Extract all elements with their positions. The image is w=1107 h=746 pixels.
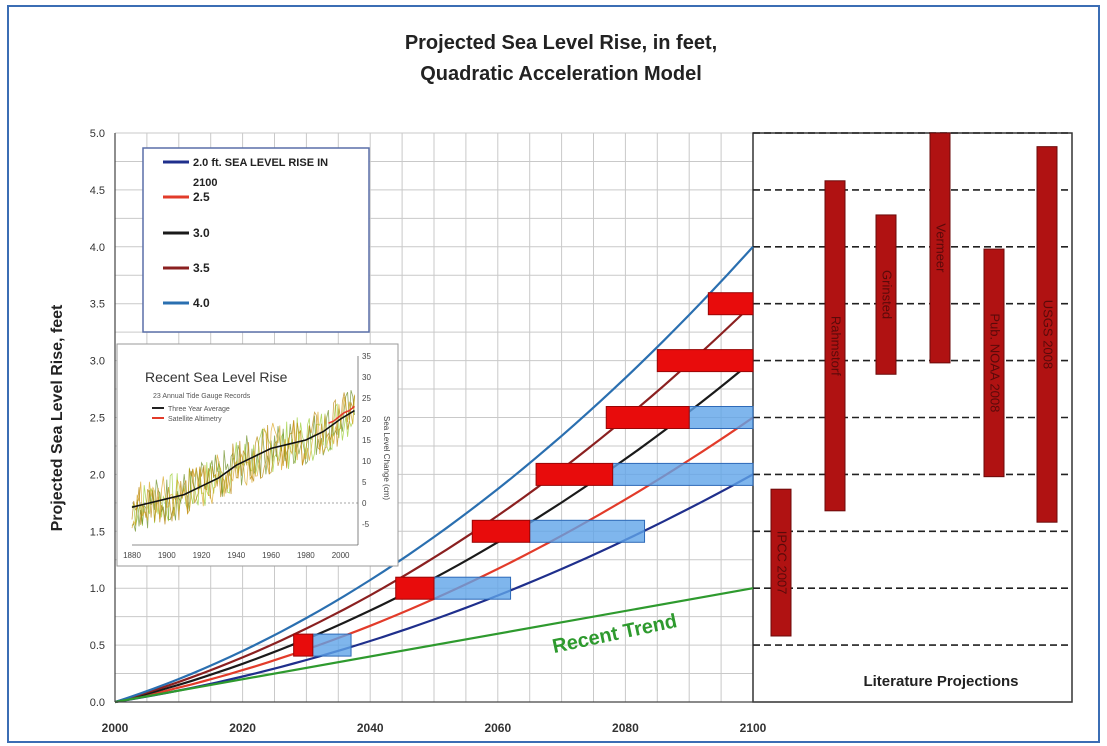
literature-bar-label: Grinsted <box>880 270 895 319</box>
red-range-bar <box>707 292 754 316</box>
legend-label: 4.0 <box>193 296 210 310</box>
inset-y-tick-label: 30 <box>362 373 371 382</box>
legend-label: 3.0 <box>193 226 210 240</box>
inset-y-tick-label: 25 <box>362 394 371 403</box>
series-layer <box>114 246 754 704</box>
literature-bar-label: USGS 2008 <box>1041 300 1056 369</box>
literature-bar <box>824 180 846 512</box>
inset-three-year-average-line <box>131 409 355 508</box>
y-tick-label: 4.5 <box>90 185 105 197</box>
y-tick-label: 1.0 <box>90 583 105 595</box>
red-range-bar <box>395 576 435 600</box>
blue-range-bar <box>433 576 512 600</box>
literature-bar <box>983 248 1005 478</box>
inset-x-tick-label: 1940 <box>227 551 245 560</box>
y-tick-label: 5.0 <box>90 128 105 140</box>
inset-tide-gauge-record <box>131 392 355 525</box>
x-tick-label: 2020 <box>229 721 256 735</box>
series-line <box>114 246 754 704</box>
blue-range-bar <box>688 406 754 429</box>
inset-y-tick-label: 10 <box>362 457 371 466</box>
y-tick-label: 0.0 <box>90 697 105 709</box>
x-tick-label: 2060 <box>484 721 511 735</box>
inset-x-tick-label: 1980 <box>297 551 315 560</box>
literature-projections-label: Literature Projections <box>863 673 1018 690</box>
inset-y-tick-label: 0 <box>362 499 367 508</box>
x-tick-label: 2040 <box>357 721 384 735</box>
x-tick-label: 2000 <box>102 721 129 735</box>
legend-label: 2.5 <box>193 190 210 204</box>
series-line <box>114 473 754 704</box>
bars-layer <box>293 292 754 657</box>
inset-legend-satellite: Satellite Altimetry <box>168 416 222 423</box>
inset-chart: Recent Sea Level Rise 23 Annual Tide Gau… <box>116 343 399 567</box>
y-tick-label: 0.5 <box>90 640 105 652</box>
red-range-bar <box>535 462 614 486</box>
x-tick-label: 2100 <box>740 721 767 735</box>
red-range-bar <box>605 406 690 429</box>
legend-label: 3.5 <box>193 261 210 275</box>
literature-bar-label: IPCC 2007 <box>775 531 790 595</box>
inset-y-axis-label: Sea Level Change (cm) <box>382 416 391 500</box>
legend-label-continued: 2100 <box>193 177 217 189</box>
literature-bar-label: Rahmstorf <box>829 316 844 376</box>
inset-x-tick-label: 1880 <box>123 551 141 560</box>
inset-x-tick-label: 1960 <box>262 551 280 560</box>
chart-title-line-1: Projected Sea Level Rise, in feet, <box>405 32 717 54</box>
red-range-bar <box>656 349 754 373</box>
red-range-bar <box>293 633 314 657</box>
inset-y-tick-label: -5 <box>362 520 370 529</box>
blue-range-bar <box>529 519 646 543</box>
inset-y-tick-label: 15 <box>362 436 371 445</box>
literature-bar <box>929 132 951 364</box>
inset-legend-average: Three Year Average <box>168 406 230 413</box>
inset-title: Recent Sea Level Rise <box>145 369 288 385</box>
legend-box <box>142 147 370 333</box>
legend-label: 2.0 ft. SEA LEVEL RISE IN <box>193 157 328 169</box>
y-tick-label: 3.0 <box>90 356 105 368</box>
x-tick-label: 2080 <box>612 721 639 735</box>
literature-bar-label: Vermeer <box>934 223 949 273</box>
inset-y-tick-label: 35 <box>362 352 371 361</box>
inset-x-tick-label: 1920 <box>193 551 211 560</box>
y-axis-label: Projected Sea Level Rise, feet <box>49 304 66 531</box>
y-tick-label: 2.5 <box>90 413 105 425</box>
inset-x-tick-label: 1900 <box>158 551 176 560</box>
literature-panel: IPCC 2007 Rahmstorf Grinsted Vermeer Pub. NO… <box>752 132 1073 703</box>
literature-bar <box>770 488 792 637</box>
y-tick-label: 4.0 <box>90 242 105 254</box>
inset-y-tick-label: 20 <box>362 415 371 424</box>
blue-range-bar <box>312 633 352 657</box>
inset-subtitle: 23 Annual Tide Gauge Records <box>153 393 251 400</box>
y-tick-label: 2.0 <box>90 469 105 481</box>
literature-bar <box>875 214 897 375</box>
literature-bar <box>1036 146 1058 523</box>
inset-satellite-line <box>328 405 356 424</box>
blue-range-bar <box>612 462 754 486</box>
chart-title-line-2: Quadratic Acceleration Model <box>420 63 702 85</box>
y-tick-label: 3.5 <box>90 299 105 311</box>
series-line <box>114 587 754 704</box>
inset-y-tick-label: 5 <box>362 478 367 487</box>
red-range-bar <box>471 519 531 543</box>
y-tick-label: 1.5 <box>90 526 105 538</box>
inset-x-tick-label: 2000 <box>332 551 350 560</box>
series-line <box>114 302 754 704</box>
literature-bar-label: Pub. NOAA 2008 <box>988 313 1003 412</box>
